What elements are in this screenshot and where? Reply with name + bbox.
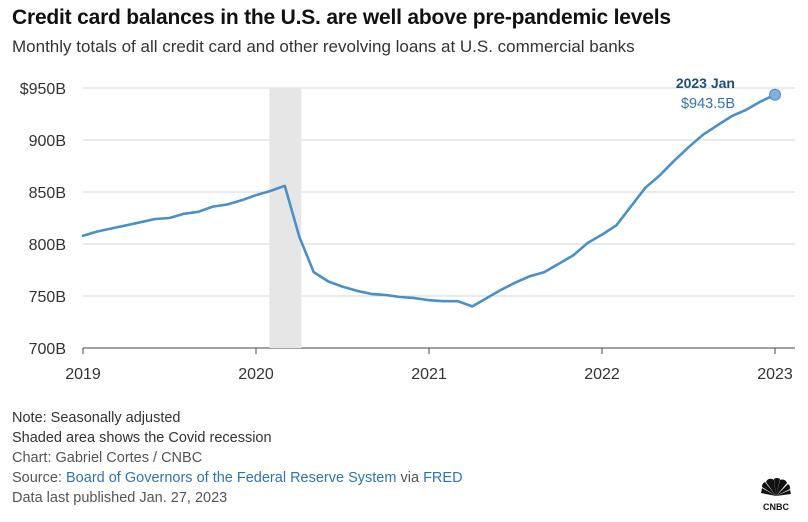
y-tick-label: 700B: [29, 341, 66, 358]
x-tick-label: 2023: [757, 366, 793, 383]
source-via: via: [400, 470, 420, 486]
chart-title: Credit card balances in the U.S. are wel…: [12, 6, 671, 29]
source-line: Source: Board of Governors of the Federa…: [12, 468, 463, 488]
x-tick-label: 2022: [584, 366, 620, 383]
series-line: [81, 93, 777, 308]
covid-recession-band: [269, 88, 302, 348]
note-seasonal: Note: Seasonally adjusted: [12, 410, 181, 426]
annotation-layer: 2023 Jan $943.5B: [676, 75, 781, 112]
cnbc-logo: CNBC: [761, 478, 791, 512]
logo-text: CNBC: [763, 502, 789, 512]
published-date: Data last published Jan. 27, 2023: [12, 490, 228, 506]
annotation-date: 2023 Jan: [676, 75, 735, 91]
grid-lines: [83, 87, 795, 349]
y-tick-label: 800B: [29, 237, 66, 254]
y-tick-label: $950B: [20, 81, 66, 98]
peacock-icon: [761, 478, 791, 496]
y-tick-label: 750B: [29, 289, 66, 306]
x-tick-label: 2020: [238, 366, 274, 383]
y-tick-label: 850B: [29, 185, 66, 202]
note-shaded: Shaded area shows the Covid recession: [12, 430, 272, 446]
line-chart: 700B 750B 800B 850B 900B $950B 2019 2020 2021 202…: [20, 75, 795, 383]
source-link-fed[interactable]: Board of Governors of the Federal Reserv…: [66, 470, 397, 486]
chart-credit: Chart: Gabriel Cortes / CNBC: [12, 450, 203, 466]
source-link-fred[interactable]: FRED: [423, 470, 463, 486]
series-layer: [81, 93, 777, 308]
source-prefix: Source:: [12, 470, 62, 486]
annotation-value: $943.5B: [681, 96, 735, 112]
latest-point-marker: [769, 88, 781, 101]
x-tick-label: 2021: [411, 366, 447, 383]
chart-subtitle: Monthly totals of all credit card and ot…: [12, 37, 635, 56]
y-tick-label: 900B: [29, 133, 66, 150]
chart-footer: Note: Seasonally adjusted Shaded area sh…: [12, 408, 463, 508]
x-tick-label: 2019: [65, 366, 101, 383]
axes: 700B 750B 800B 850B 900B $950B 2019 2020 2021 202…: [20, 81, 793, 383]
recession-shading: [269, 88, 302, 348]
